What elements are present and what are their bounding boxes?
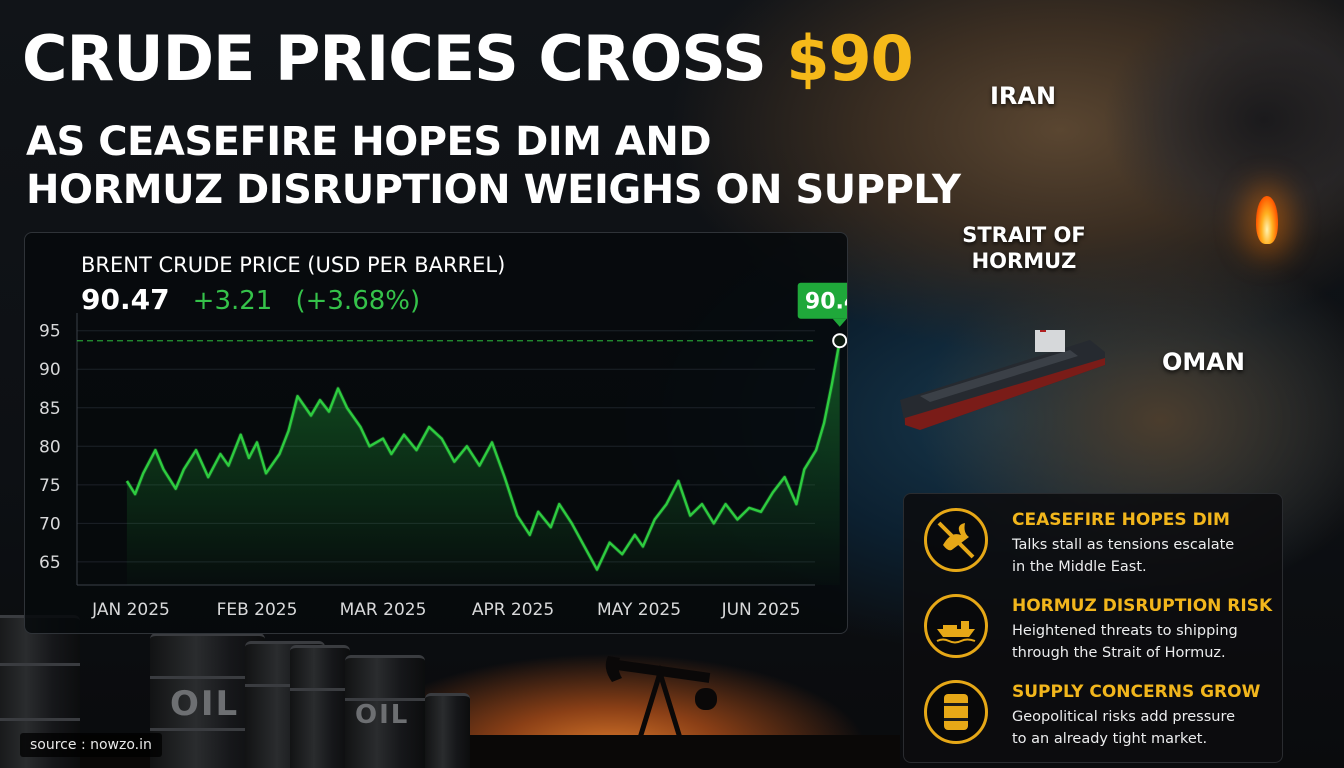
price-area-fill (126, 340, 840, 585)
info-description-line: to an already tight market. (1012, 731, 1208, 747)
info-description: Talks stall as tensions escalate in the … (1012, 534, 1272, 578)
no-dove-icon (924, 508, 988, 572)
barrel-label: OIL (355, 700, 410, 730)
oil-barrel-image (290, 645, 350, 768)
x-tick-label: FEB 2025 (217, 600, 298, 620)
y-tick-label: 80 (39, 437, 61, 457)
current-price: 90.47 (81, 283, 170, 316)
smoke-plume (1044, 0, 1344, 280)
info-description-line: through the Strait of Hormuz. (1012, 645, 1226, 661)
brent-price-line-chart: 65 70 75 80 85 90 95 JAN 2025 FEB 2025 MAR 2025 AP… (39, 282, 847, 620)
map-label-oman: OMAN (1162, 348, 1245, 376)
latest-price-point (832, 333, 847, 349)
price-line-series (125, 340, 841, 571)
info-title: HORMUZ DISRUPTION RISK (1012, 596, 1273, 616)
info-description: Geopolitical risks add pressure to an al… (1012, 706, 1272, 750)
x-tick-label: JAN 2025 (91, 600, 170, 620)
info-title: CEASEFIRE HOPES DIM (1012, 510, 1230, 530)
strait-label-line-1: STRAIT OF (962, 223, 1086, 247)
subtitle-line-2: HORMUZ DISRUPTION WEIGHS ON SUPPLY (26, 167, 961, 213)
map-label-strait: STRAIT OF HORMUZ (962, 222, 1086, 274)
info-item-ceasefire: CEASEFIRE HOPES DIM Talks stall as tensi… (924, 508, 1274, 582)
y-tick-label: 65 (39, 553, 61, 573)
info-item-hormuz: HORMUZ DISRUPTION RISK Heightened threat… (924, 594, 1274, 668)
x-tick-label: JUN 2025 (721, 600, 801, 620)
y-tick-label: 90 (39, 360, 61, 380)
tanker-ship-icon (924, 594, 988, 658)
area-layer (126, 340, 840, 585)
oil-barrel-image (425, 693, 470, 768)
price-chart-panel: BRENT CRUDE PRICE (USD PER BARREL) 90.47… (24, 232, 848, 634)
info-description-line: in the Middle East. (1012, 559, 1147, 575)
x-tick-label: APR 2025 (472, 600, 554, 620)
info-description-line: Geopolitical risks add pressure (1012, 709, 1236, 725)
x-tick-label: MAR 2025 (340, 600, 427, 620)
x-tick-label: MAY 2025 (597, 600, 681, 620)
info-item-supply: SUPPLY CONCERNS GROW Geopolitical risks … (924, 680, 1274, 754)
info-title: SUPPLY CONCERNS GROW (1012, 682, 1261, 702)
price-callout: 90.47 (797, 282, 847, 327)
headline-title: CRUDE PRICES CROSS $90 (22, 22, 914, 95)
label-layer: 65 70 75 80 85 90 95 JAN 2025 FEB 2025 MAR 2025 AP… (39, 282, 847, 620)
price-callout-box (797, 282, 847, 319)
oil-barrel-icon (924, 680, 988, 744)
chart-title: BRENT CRUDE PRICE (USD PER BARREL) (81, 253, 506, 277)
price-callout-pointer (832, 318, 847, 327)
oil-barrel-image: OIL (345, 655, 425, 768)
line-layer (125, 333, 847, 572)
y-tick-label: 95 (39, 322, 61, 342)
y-tick-label: 75 (39, 476, 61, 496)
price-change: +3.21 (192, 286, 273, 316)
price-callout-label: 90.47 (805, 290, 847, 315)
headline-subtitle: AS CEASEFIRE HOPES DIM AND HORMUZ DISRUP… (26, 118, 961, 214)
y-tick-label: 70 (39, 514, 61, 534)
oil-pumpjack-icon (605, 656, 717, 738)
y-tick-label: 85 (39, 399, 61, 419)
info-description-line: Heightened threats to shipping (1012, 623, 1238, 639)
price-summary: 90.47 +3.21 (+3.68%) (81, 283, 420, 316)
key-drivers-panel: CEASEFIRE HOPES DIM Talks stall as tensi… (903, 493, 1283, 763)
refinery-flame-icon (1256, 196, 1278, 244)
source-credit: source : nowzo.in (20, 733, 162, 757)
map-label-iran: IRAN (990, 82, 1057, 110)
info-description: Heightened threats to shipping through t… (1012, 620, 1272, 664)
subtitle-line-1: AS CEASEFIRE HOPES DIM AND (26, 119, 712, 165)
headline-accent-price: $90 (786, 22, 913, 95)
oil-tanker-image (900, 330, 1105, 430)
headline-prefix: CRUDE PRICES CROSS (22, 22, 787, 95)
barrel-label: OIL (170, 684, 240, 724)
strait-label-line-2: HORMUZ (971, 249, 1077, 273)
price-change-percent: (+3.68%) (295, 286, 421, 316)
info-description-line: Talks stall as tensions escalate (1012, 537, 1235, 553)
